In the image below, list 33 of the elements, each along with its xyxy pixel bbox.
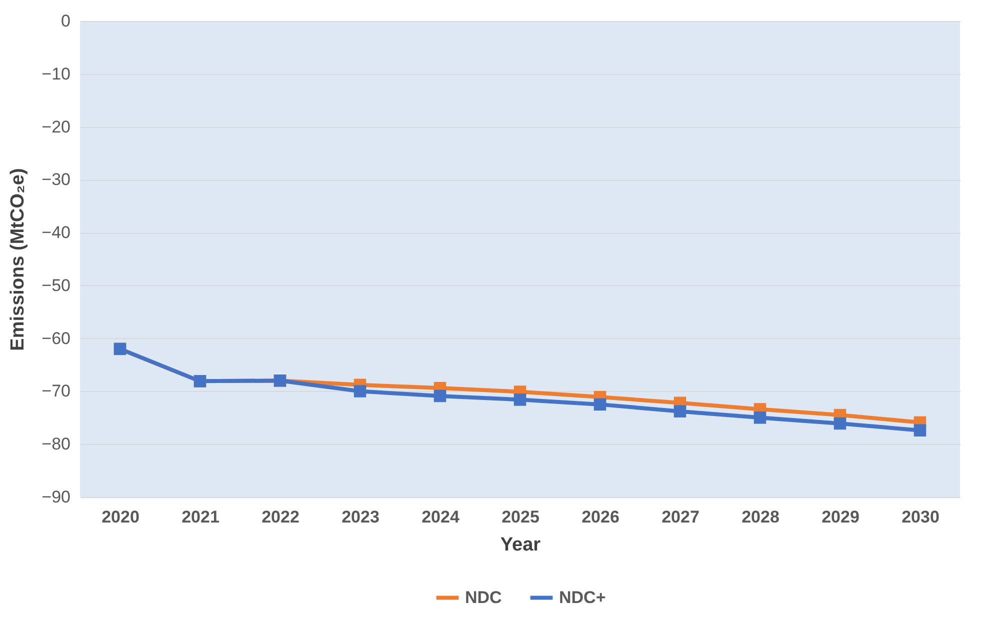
x-tick-label: 2021 [182,508,220,526]
y-tick-label: −30 [42,170,70,190]
legend-label: NDC [465,588,502,607]
x-tick-label: 2023 [342,508,380,526]
point [594,398,606,411]
point [834,417,846,430]
x-tick-label: 2025 [502,508,540,526]
y-tick-label: −60 [42,328,70,348]
point [514,394,526,406]
point [674,405,686,418]
x-tick-label: 2029 [822,508,860,526]
y-tick-label: −20 [42,117,70,136]
point [354,385,366,398]
x-tick-label: 2022 [262,508,300,526]
x-tick-label: 2027 [662,508,700,526]
legend-label: NDC+ [559,588,606,607]
y-tick-label: −80 [42,434,70,454]
y-axis-title: Emissions (MtCO₂e) [8,168,29,351]
y-tick-label: −10 [42,64,70,84]
y-tick-label: −70 [42,382,70,401]
y-tick-label: 0 [61,12,70,30]
point [754,412,766,424]
y-tick-label: −40 [42,223,70,242]
x-axis-title: Year [500,534,542,556]
y-tick-label: −50 [42,276,70,295]
x-tick-label: 2024 [422,508,460,526]
x-tick-label: 2028 [742,508,780,526]
x-tick-label: 2030 [902,508,940,526]
point [914,424,926,436]
point [434,390,446,402]
x-tick-label: 2026 [582,508,620,526]
x-tick-label: 2020 [102,508,140,526]
y-tick-label: −90 [42,488,70,506]
